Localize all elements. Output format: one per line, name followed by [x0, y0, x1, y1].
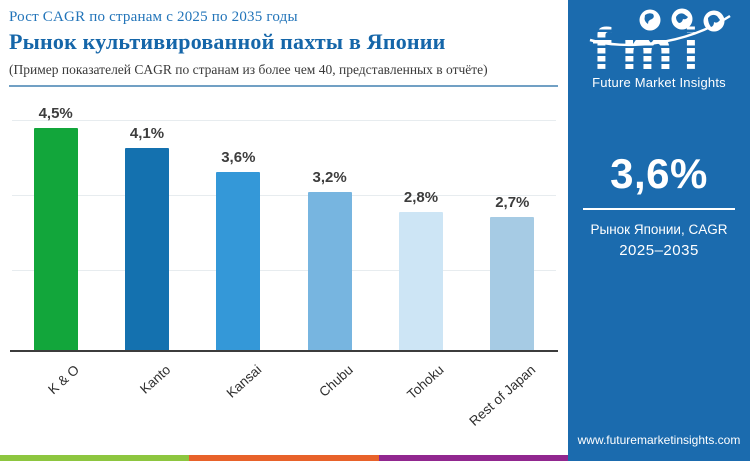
bar-tohoku [398, 212, 443, 350]
x-axis-label: Chubu [316, 362, 356, 400]
x-axis-label: K & O [44, 362, 82, 398]
gridline [12, 120, 556, 121]
panel-caption-market: Рынок Японии, CAGR [590, 222, 728, 237]
stripe-segment [0, 455, 190, 461]
bar-value-label: 4,5% [38, 105, 73, 122]
europe-globe-icon [671, 8, 693, 30]
highlight-cagr-value: 3,6% [610, 150, 708, 197]
fmi-logo-text: fmi [592, 17, 709, 74]
x-axis-label-cell: K & O [10, 352, 101, 430]
chart-subtitle: Рост CAGR по странам с 2025 по 2035 годы [9, 9, 298, 25]
bar-k-o [33, 128, 78, 350]
brand-panel: fmi Future Market Insights 3,6% Рынок Яп… [568, 0, 750, 461]
x-axis-label-cell: Kansai [193, 352, 284, 430]
x-axis-label-cell: Kanto [101, 352, 192, 430]
chart-note: (Пример показателей CAGR по странам из б… [9, 62, 488, 77]
americas-globe-icon [639, 9, 661, 31]
gridline [12, 195, 556, 196]
stripe-segment [378, 455, 568, 461]
logo-subtext: Future Market Insights [592, 75, 726, 90]
plot-area: 4,5% 4,1% 3,6% 3,2% 2,8% 2,7% [10, 97, 558, 350]
bar-column: 4,1% [101, 97, 192, 350]
page-title: Рынок культивированной пахты в Японии [9, 29, 446, 54]
bar-chart: 4,5% 4,1% 3,6% 3,2% 2,8% 2,7% K & O Kanto Kansa… [0, 97, 568, 430]
fmi-logo: fmi [589, 8, 731, 74]
asia-globe-icon [703, 10, 725, 32]
panel-caption-years: 2025–2035 [619, 242, 699, 259]
bar-value-label: 3,6% [221, 149, 256, 166]
bar-value-label: 2,7% [495, 194, 530, 211]
bar-value-label: 3,2% [312, 169, 347, 186]
bar-kanto [124, 148, 169, 350]
chart-header: Рост CAGR по странам с 2025 по 2035 годы… [0, 0, 568, 87]
bar-columns: 4,5% 4,1% 3,6% 3,2% 2,8% 2,7% [10, 97, 558, 350]
bar-value-label: 2,8% [403, 189, 439, 206]
website-link[interactable]: www.futuremarketinsights.com [577, 433, 741, 447]
x-axis-label: Tohoku [404, 362, 448, 403]
bar-kansai [216, 172, 261, 350]
x-axis-label-cell: Rest of Japan [466, 352, 558, 430]
bar-column: 4,5% [10, 97, 101, 350]
footer-stripe [0, 455, 568, 461]
chart-section: Рост CAGR по странам с 2025 по 2035 годы… [0, 0, 568, 461]
bar-chubu [307, 192, 352, 350]
x-axis-label-cell: Chubu [284, 352, 375, 430]
x-axis-label: Kansai [223, 362, 265, 401]
bar-value-label: 4,1% [129, 125, 165, 142]
x-axis-label: Rest of Japan [466, 362, 539, 429]
bar-column: 2,7% [467, 97, 558, 350]
x-axis-line [10, 350, 558, 352]
gridline [12, 270, 556, 271]
bar-rest-of-japan [490, 217, 535, 350]
bar-column: 3,6% [193, 97, 284, 350]
panel-rule [583, 208, 735, 210]
header-divider [9, 85, 558, 87]
bar-column: 3,2% [284, 97, 375, 350]
bar-column: 2,8% [375, 97, 466, 350]
x-axis-label: Kanto [136, 362, 174, 397]
stripe-segment [189, 455, 379, 461]
x-axis-label-cell: Tohoku [375, 352, 466, 430]
x-axis-labels: K & O Kanto Kansai Chubu Tohoku Rest of Japan [10, 352, 558, 430]
